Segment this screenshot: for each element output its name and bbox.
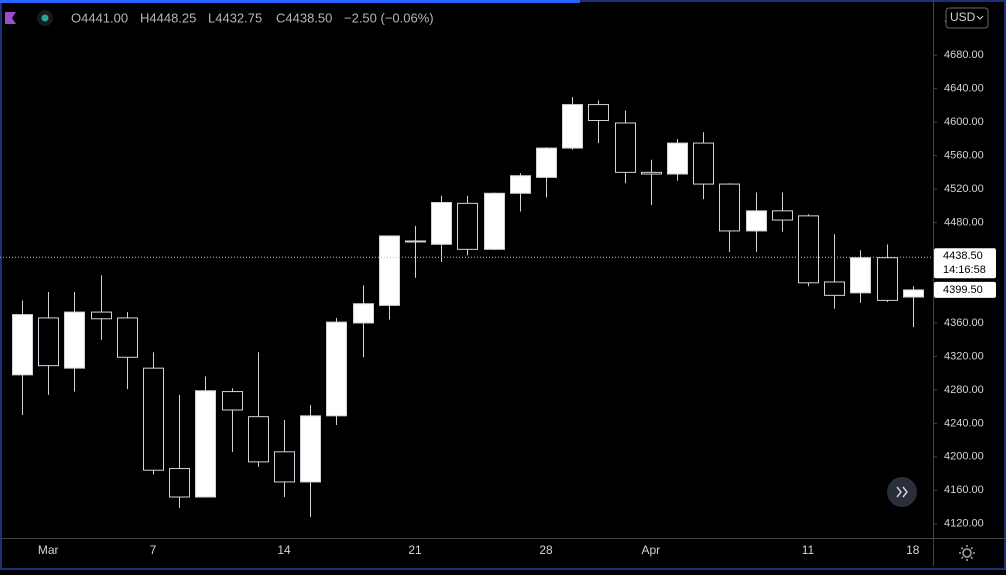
candle-body (379, 235, 400, 306)
candle-body (169, 468, 190, 498)
candle-body (798, 215, 819, 284)
ohlc-low: L4432.75 (208, 10, 262, 25)
candle-body (326, 321, 347, 417)
candle-body (772, 210, 793, 221)
x-tick-label: 11 (802, 543, 815, 557)
candle-body (143, 367, 164, 471)
candle-body (353, 303, 374, 324)
ohlc-close: C4438.50 (276, 10, 332, 25)
candle-body (824, 281, 845, 296)
candle-body (693, 142, 714, 185)
candle-body (195, 390, 216, 498)
y-tick-label: 4200.00 (944, 451, 984, 463)
candle-body (719, 183, 740, 232)
y-tick-label: 4320.00 (944, 350, 984, 362)
change: −2.50 (−0.06%) (344, 10, 434, 25)
candle-body (510, 175, 531, 194)
gear (962, 548, 972, 558)
candle-body (588, 104, 609, 121)
candle-body (300, 415, 321, 483)
settings-icon[interactable] (959, 545, 975, 561)
candle-body (38, 317, 59, 367)
candle-body (850, 257, 871, 294)
countdown: 14:16:58 (943, 264, 986, 276)
y-tick-label: 4160.00 (944, 484, 984, 496)
candle-body (457, 202, 478, 250)
candle-body (431, 201, 452, 245)
x-tick-label: 7 (150, 543, 157, 557)
candle-body (405, 240, 426, 243)
currency-button[interactable] (945, 7, 989, 29)
candle-body (667, 142, 688, 175)
candle-body (117, 317, 138, 358)
y-tick-label: 4480.00 (944, 216, 984, 228)
currency-label: USD (950, 10, 976, 24)
y-tick-label: 4520.00 (944, 183, 984, 195)
candle-body (222, 391, 243, 411)
y-tick-label: 4120.00 (944, 518, 984, 530)
last-price-label: 4399.50 (943, 284, 983, 296)
x-tick-label: Mar (38, 543, 59, 557)
scroll-icon (896, 486, 908, 498)
y-tick-label: 4640.00 (944, 83, 984, 95)
candle-body (12, 314, 33, 376)
y-tick-label: 4560.00 (944, 150, 984, 162)
candle-body (877, 257, 898, 301)
last-price-tag (934, 281, 996, 298)
y-tick-label: 4600.00 (944, 116, 984, 128)
candle-body (615, 122, 636, 173)
scroll-button[interactable] (887, 477, 917, 507)
x-tick-label: 14 (277, 543, 291, 557)
ohlc-open: O4441.00 (71, 10, 128, 25)
y-tick-label: 4680.00 (944, 49, 984, 61)
x-tick-label: Apr (641, 543, 660, 557)
y-tick-label: 4280.00 (944, 384, 984, 396)
symbol-flag[interactable] (5, 12, 16, 24)
x-tick-label: 21 (408, 543, 422, 557)
candle-body (91, 311, 112, 320)
x-tick-label: 18 (906, 543, 920, 557)
plot-area (12, 97, 924, 518)
x-tick-label: 28 (539, 543, 553, 557)
price-tag (934, 248, 996, 279)
candle-body (746, 210, 767, 232)
candle-body (903, 289, 924, 298)
candle-body (274, 451, 295, 483)
gear-teeth (959, 545, 975, 561)
y-tick-label: 4360.00 (944, 317, 984, 329)
candle-body (64, 311, 85, 369)
candle-body (641, 171, 662, 175)
price-tag-label: 4438.50 (943, 250, 983, 262)
candle-body (562, 104, 583, 149)
status-dot (41, 14, 49, 22)
candle-body (484, 192, 505, 250)
candle-body (536, 147, 557, 178)
ohlc-high: H4448.25 (140, 10, 196, 25)
dropdown-arrow (976, 15, 984, 20)
y-tick-label: 4240.00 (944, 417, 984, 429)
candle-body (248, 416, 269, 463)
